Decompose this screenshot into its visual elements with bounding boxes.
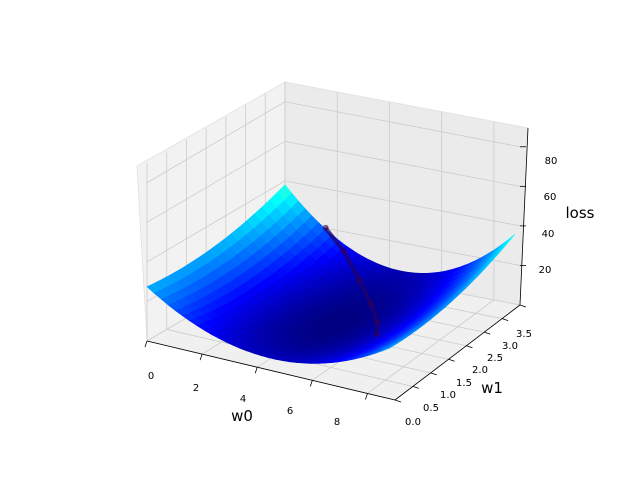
y-tick-labels: 0.0 0.5 1.0 1.5 2.0 2.5 3.0 3.5 [405, 329, 532, 428]
y-axis-label: w1 [481, 379, 503, 397]
y-tick-4: 2.0 [472, 365, 488, 376]
z-tick-80: 80 [545, 156, 558, 167]
trajectory-point-5 [373, 331, 380, 338]
z-axis-label: loss [566, 204, 595, 222]
y-tick-3: 1.5 [456, 378, 472, 389]
trajectory-point-1 [341, 248, 348, 255]
x-axis-line [146, 340, 396, 401]
y-tick-2: 1.0 [440, 390, 456, 401]
x-tick-4: 4 [240, 394, 246, 405]
x-tick-8: 8 [334, 417, 340, 428]
trajectory-point-2 [356, 277, 363, 284]
y-tick-1: 0.5 [423, 403, 439, 414]
x-tick-6: 6 [287, 406, 293, 417]
z-tick-20: 20 [539, 265, 552, 276]
x-tick-0: 0 [148, 371, 154, 382]
y-tick-0: 0.0 [405, 417, 421, 428]
y-tick-6: 3.0 [502, 341, 518, 352]
loss-surface [146, 184, 516, 364]
trajectory-point-3 [367, 300, 374, 307]
surface-facet [382, 343, 397, 352]
z-tick-40: 40 [542, 229, 555, 240]
trajectory [322, 224, 381, 338]
trajectory-point-4 [374, 319, 381, 326]
x-axis-label: w0 [231, 407, 253, 425]
y-tick-5: 2.5 [487, 353, 503, 364]
trajectory-point-0 [322, 224, 329, 231]
z-tick-labels: 20 40 60 80 [539, 156, 558, 276]
z-tick-60: 60 [544, 192, 557, 203]
x-tick-2: 2 [193, 383, 199, 394]
y-axis-line [394, 304, 521, 401]
x-tick-labels: 0 2 4 6 8 [148, 371, 340, 428]
y-tick-7: 3.5 [516, 329, 532, 340]
z-axis-line [519, 127, 529, 306]
